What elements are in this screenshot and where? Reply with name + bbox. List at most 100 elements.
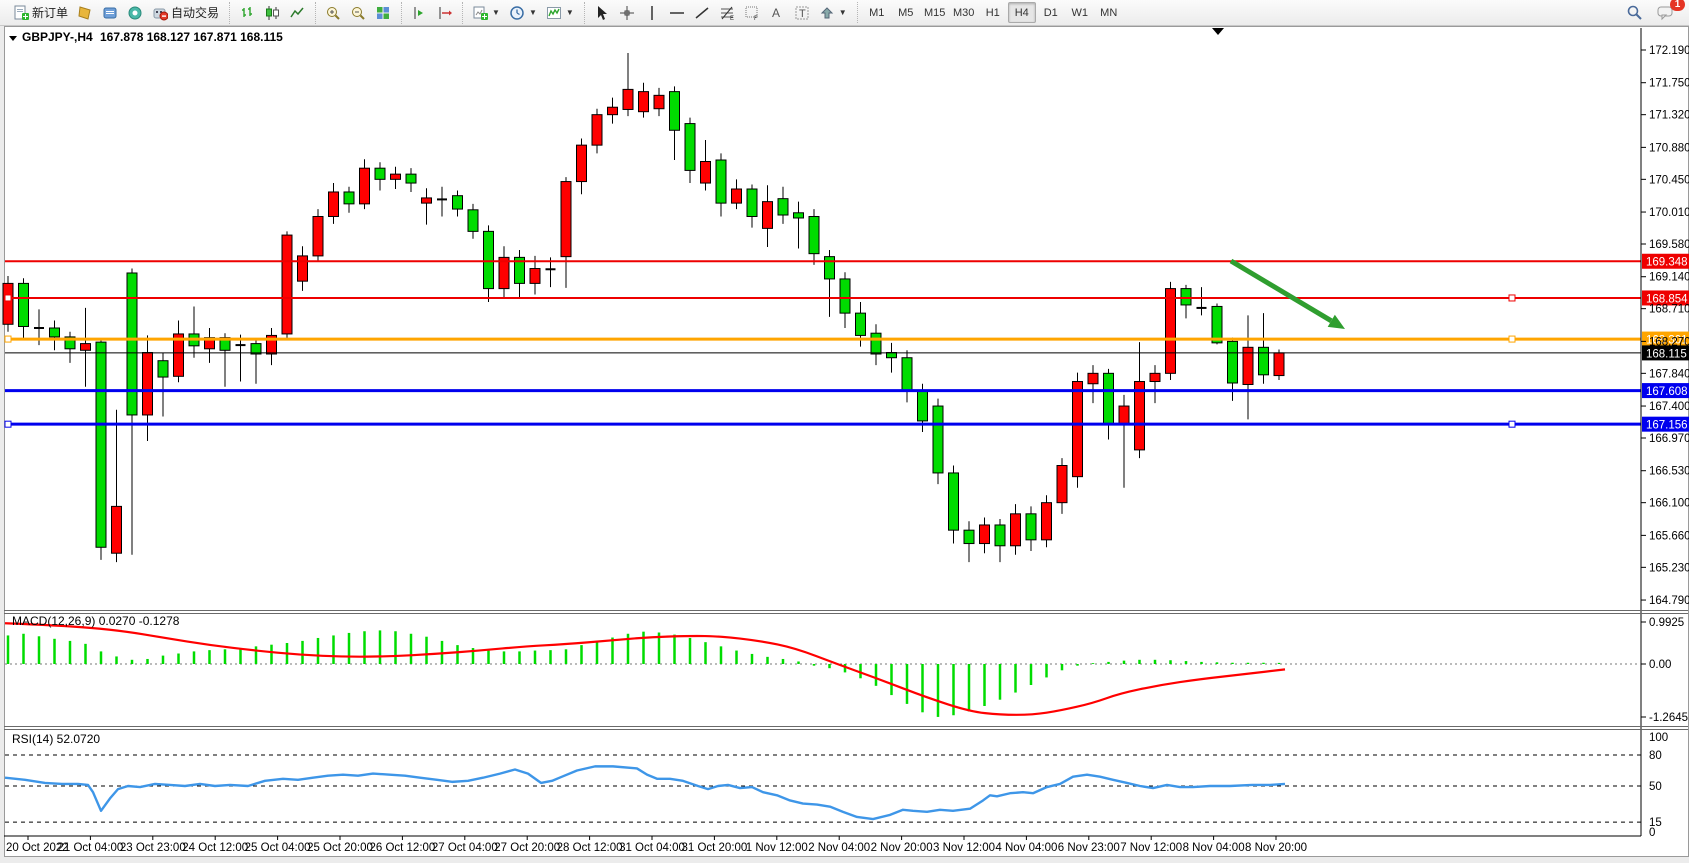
candle-bear xyxy=(994,524,1006,547)
candle-bear xyxy=(157,360,169,378)
hline-handle[interactable] xyxy=(4,294,12,302)
candle-bear xyxy=(1025,513,1037,541)
candle-bear xyxy=(746,188,758,217)
chat-button[interactable]: 1 xyxy=(1653,0,1685,24)
toolbar: 新订单 自动交易 xyxy=(0,0,1689,26)
timeframe-mn-button[interactable]: MN xyxy=(1100,6,1118,19)
price-tick-label: 165.230 xyxy=(1649,562,1689,574)
timeframe-w1-button[interactable]: W1 xyxy=(1071,6,1088,19)
price-tick-label: 171.750 xyxy=(1649,78,1689,90)
new-order-button[interactable]: 新订单 xyxy=(9,2,72,24)
candle-bear xyxy=(374,167,386,180)
zoom-out-button[interactable] xyxy=(346,2,370,24)
time-tick-label: 20 Oct 2022 xyxy=(6,842,69,854)
candle-bull xyxy=(421,197,432,204)
shapes-tool-button[interactable]: ▼ xyxy=(815,2,851,24)
candle-bear xyxy=(95,341,107,548)
timeframe-d1-button[interactable]: D1 xyxy=(1043,6,1058,19)
fibonacci-tool-button[interactable]: E xyxy=(715,2,739,24)
trend-arrow[interactable] xyxy=(1229,258,1333,323)
price-tick-label: 172.190 xyxy=(1649,45,1689,57)
chart-shift-marker[interactable] xyxy=(1212,28,1224,35)
bar-chart-mode-button[interactable] xyxy=(235,2,259,24)
timeframe-h4-button[interactable]: H4 xyxy=(1007,2,1036,23)
search-button[interactable] xyxy=(1622,2,1647,24)
price-tick-label: 166.100 xyxy=(1649,498,1689,510)
new-order-label: 新订单 xyxy=(32,6,69,20)
time-tick-label: 26 Oct 12:00 xyxy=(369,842,435,854)
candle-bull xyxy=(1273,352,1285,377)
svg-text:A: A xyxy=(772,6,780,20)
price-tick-label: 168.270 xyxy=(1649,336,1689,348)
navigator-button[interactable] xyxy=(123,2,147,24)
candle-bull xyxy=(312,215,324,257)
timeframe-h1-button[interactable]: H1 xyxy=(985,6,1000,19)
auto-scroll-button[interactable] xyxy=(432,2,456,24)
candle-bear xyxy=(1258,346,1269,376)
vertical-line-tool-button[interactable] xyxy=(640,2,664,24)
candle-bull xyxy=(1056,465,1068,504)
hline-handle[interactable] xyxy=(1508,420,1516,428)
price-tag xyxy=(1642,331,1689,347)
charts-button[interactable] xyxy=(73,2,97,24)
trendline-tool-button[interactable] xyxy=(690,2,714,24)
timeframe-m15-button[interactable]: M15 xyxy=(924,6,946,19)
price-tag-label: 168.854 xyxy=(1646,293,1688,305)
line-chart-icon xyxy=(290,7,304,17)
macd-scale-label: -1.2645 xyxy=(1649,712,1688,724)
navigator-icon xyxy=(128,6,142,19)
new-order-icon xyxy=(14,5,29,20)
time-tick-label: 6 Nov 23:00 xyxy=(1058,842,1120,854)
price-tick-label: 171.320 xyxy=(1649,110,1689,122)
label-tool-button[interactable]: T xyxy=(790,2,814,24)
hline-handle[interactable] xyxy=(1508,335,1516,343)
symbol-dropdown-icon[interactable] xyxy=(9,36,17,41)
autotrading-button[interactable]: 自动交易 xyxy=(148,2,223,24)
candle-bear xyxy=(793,212,804,219)
grid-tool-button[interactable]: F xyxy=(740,2,764,24)
search-icon xyxy=(1627,5,1642,20)
candle-bull xyxy=(607,106,618,116)
hline-handle[interactable] xyxy=(1508,294,1516,302)
candle-bull xyxy=(1087,372,1099,385)
chat-badge: 1 xyxy=(1670,0,1685,11)
market-watch-button[interactable] xyxy=(98,2,122,24)
candle-bear xyxy=(514,256,525,284)
cursor-tool-button[interactable] xyxy=(590,2,614,24)
trend-arrow-head[interactable] xyxy=(1327,314,1345,329)
candle-bear xyxy=(452,195,463,210)
candle-bull xyxy=(2,282,14,325)
new-chart-button[interactable]: ▼ xyxy=(468,2,504,24)
candle-bear xyxy=(839,278,851,314)
timeframe-m5-button[interactable]: M5 xyxy=(898,6,914,19)
chart-shift-button[interactable] xyxy=(407,2,431,24)
crosshair-tool-button[interactable] xyxy=(615,2,639,24)
line-chart-mode-button[interactable] xyxy=(285,2,309,24)
profiles-button[interactable]: ▼ xyxy=(505,2,541,24)
candle-bear xyxy=(715,159,727,204)
crosshair-icon xyxy=(619,5,634,20)
autotrading-icon xyxy=(153,8,169,20)
time-tick-label: 21 Oct 04:00 xyxy=(57,842,123,854)
time-tick-label: 4 Nov 04:00 xyxy=(995,842,1057,854)
timeframe-m1-button[interactable]: M1 xyxy=(869,6,885,19)
candle-bull xyxy=(1118,405,1130,426)
hline-handle[interactable] xyxy=(4,420,12,428)
text-tool-button[interactable]: A xyxy=(765,2,789,24)
hline-handle[interactable] xyxy=(4,335,12,343)
time-tick-label: 8 Nov 20:00 xyxy=(1245,842,1307,854)
zoom-in-button[interactable] xyxy=(321,2,345,24)
horizontal-line-tool-button[interactable] xyxy=(665,2,689,24)
text-label-icon: T xyxy=(795,6,809,20)
timeframe-m30-button[interactable]: M30 xyxy=(953,6,975,19)
indicators-button[interactable]: ▼ xyxy=(542,2,578,24)
candle-chart-mode-button[interactable] xyxy=(260,2,284,24)
tile-windows-button[interactable] xyxy=(371,2,395,24)
price-tick-label: 170.880 xyxy=(1649,142,1689,154)
candle-bull xyxy=(762,201,773,229)
candle-bull xyxy=(979,524,990,545)
price-tag xyxy=(1642,345,1689,361)
candle-bull xyxy=(111,505,122,554)
